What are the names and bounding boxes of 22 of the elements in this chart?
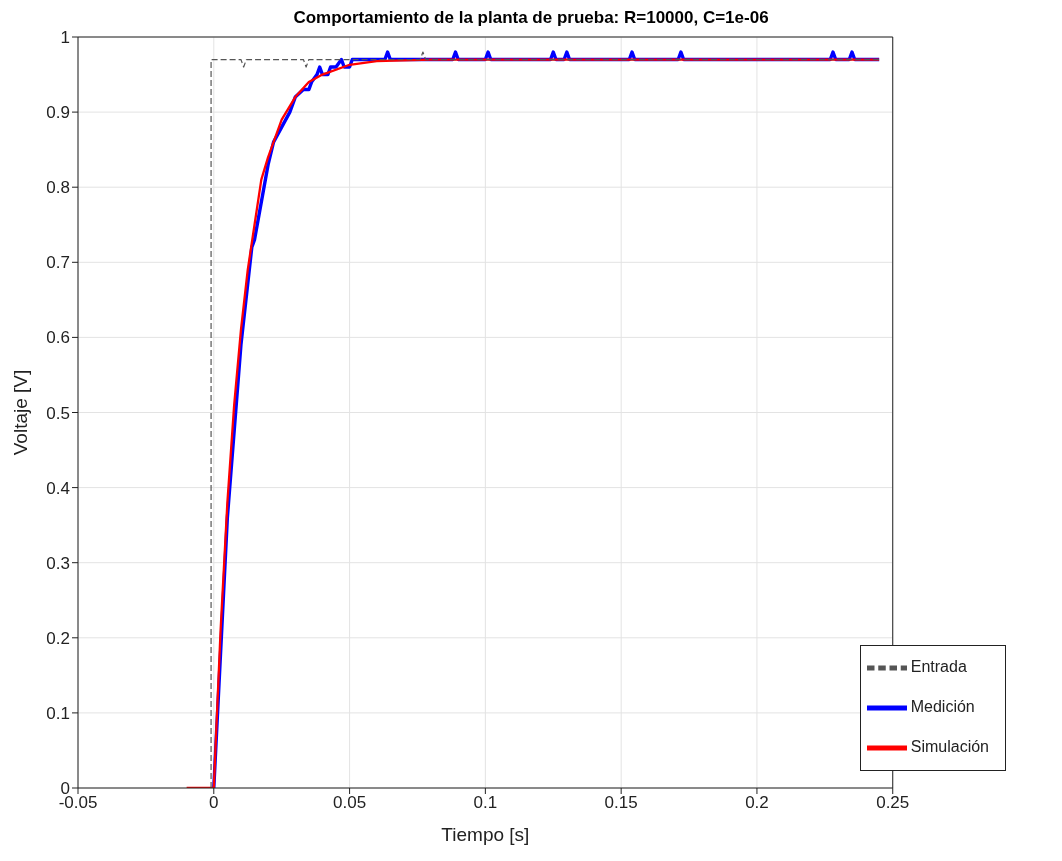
x-tick-label: 0: [209, 793, 219, 813]
y-tick-label: 0.6: [46, 328, 70, 348]
y-tick-label: 0.8: [46, 178, 70, 198]
legend-label: Entrada: [910, 658, 967, 676]
y-tick-label: 1: [60, 28, 70, 48]
x-tick-label: 0.25: [876, 793, 910, 813]
legend-label: Simulación: [910, 738, 989, 756]
y-tick-label: 0.7: [46, 253, 70, 273]
y-tick-label: 0.4: [46, 478, 70, 498]
legend-label: Medición: [910, 698, 975, 716]
x-tick-label: 0.15: [604, 793, 638, 813]
y-axis-title: Voltaje [V]: [9, 369, 31, 456]
y-tick-label: 0.9: [46, 103, 70, 123]
y-tick-label: 0.2: [46, 628, 70, 648]
y-tick-label: 0.5: [46, 403, 70, 423]
y-tick-label: 0.1: [46, 703, 70, 723]
x-axis-title: Tiempo [s]: [441, 824, 530, 845]
x-tick-label: 0.1: [473, 793, 498, 813]
x-tick-label: 0.05: [333, 793, 367, 813]
y-tick-label: 0.3: [46, 553, 70, 573]
x-tick-label: 0.2: [745, 793, 769, 813]
chart-title: Comportamiento de la planta de prueba: R=10000, C=1e-06: [292, 8, 770, 29]
